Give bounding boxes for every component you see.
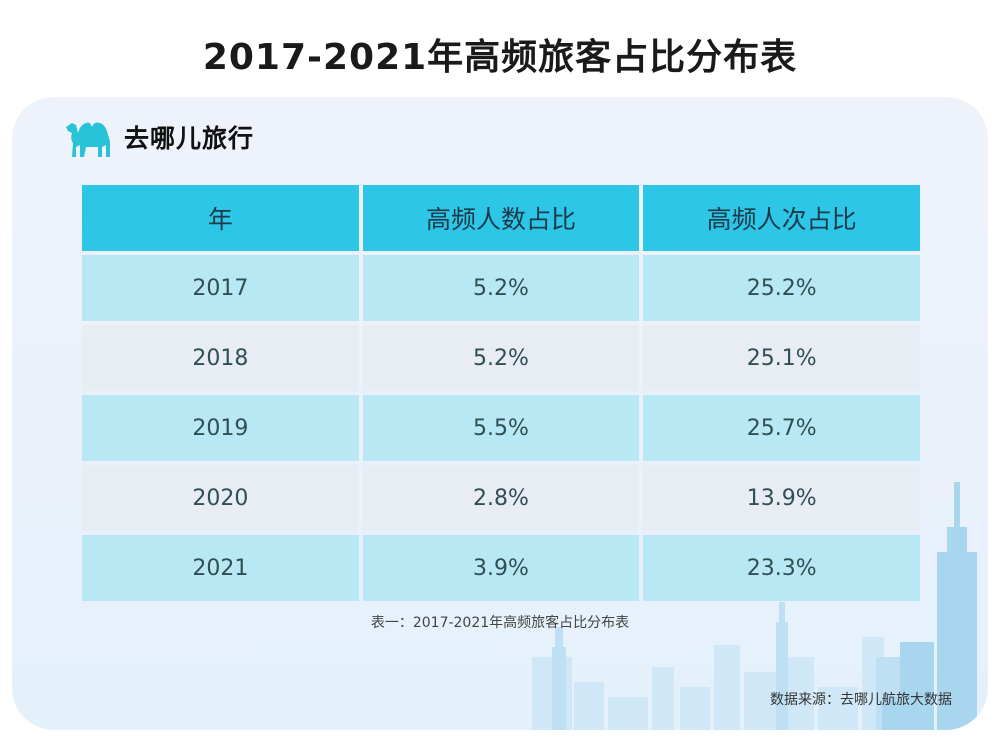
table-cell: 2019	[82, 395, 359, 461]
table-row: 2020 2.8% 13.9%	[82, 465, 920, 531]
table-row: 2019 5.5% 25.7%	[82, 395, 920, 461]
city-skyline-decoration	[532, 482, 977, 730]
brand-logo: 去哪儿旅行	[64, 115, 254, 159]
table-cell: 5.5%	[362, 395, 640, 461]
page-title: 2017-2021年高频旅客占比分布表	[202, 37, 798, 78]
table-cell: 2.8%	[362, 465, 640, 531]
column-header: 高频人数占比	[362, 185, 640, 251]
table-cell: 23.3%	[643, 535, 920, 601]
table-caption: 表一：2017-2021年高频旅客占比分布表	[370, 615, 630, 631]
table-row: 2017 5.2% 25.2%	[82, 255, 920, 321]
camel-icon	[66, 122, 110, 157]
table-cell: 2017	[82, 255, 359, 321]
table-cell: 25.7%	[643, 395, 920, 461]
table-row: 2018 5.2% 25.1%	[82, 325, 920, 391]
table-cell: 2020	[82, 465, 359, 531]
data-table: 年 高频人数占比 高频人次占比 2017 5.2% 25.2% 2018 5.2…	[78, 181, 924, 605]
table-cell: 25.1%	[643, 325, 920, 391]
brand-name: 去哪儿旅行	[124, 124, 255, 153]
column-header: 高频人次占比	[643, 185, 920, 251]
table-row: 2021 3.9% 23.3%	[82, 535, 920, 601]
table-cell: 2018	[82, 325, 359, 391]
table-cell: 25.2%	[643, 255, 920, 321]
table-header-row: 年 高频人数占比 高频人次占比	[82, 185, 920, 251]
table-card: 去哪儿旅行 年 高频人数占比 高频人次占比 2017 5.2% 25.2% 20…	[12, 97, 988, 730]
table-cell: 13.9%	[643, 465, 920, 531]
data-source: 数据来源：去哪儿航旅大数据	[770, 692, 952, 708]
column-header: 年	[82, 185, 359, 251]
table-cell: 2021	[82, 535, 359, 601]
table-cell: 5.2%	[362, 325, 640, 391]
table-cell: 3.9%	[362, 535, 640, 601]
table-cell: 5.2%	[362, 255, 640, 321]
